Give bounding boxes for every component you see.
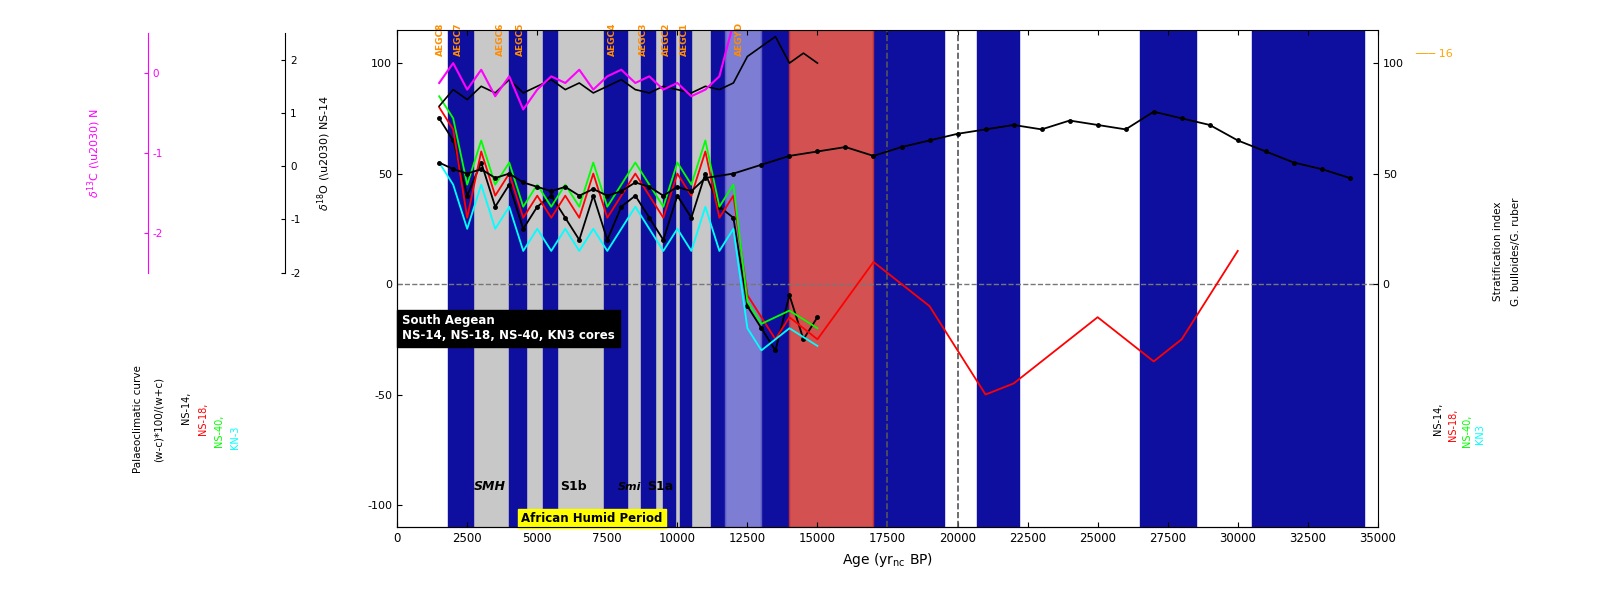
Text: AEGC4: AEGC4 (608, 23, 618, 56)
Text: AEGC1: AEGC1 (679, 23, 689, 56)
Text: Palaeoclimatic curve: Palaeoclimatic curve (133, 365, 143, 473)
Text: AEGYD: AEGYD (734, 22, 744, 56)
Text: $\delta^{13}$C (\u2030) N: $\delta^{13}$C (\u2030) N (86, 108, 102, 198)
Text: S1b: S1b (561, 480, 587, 492)
Bar (640, 30, 655, 527)
Text: AEGC3: AEGC3 (639, 23, 648, 56)
X-axis label: Age (yr$_{\mathregular{nc}}$ BP): Age (yr$_{\mathregular{nc}}$ BP) (841, 550, 934, 568)
Text: ─── 16: ─── 16 (1415, 49, 1452, 59)
Text: S1a: S1a (647, 480, 674, 492)
Bar (663, 30, 674, 527)
Text: G. bulloides/G. ruber: G. bulloides/G. ruber (1511, 197, 1520, 306)
Bar (712, 30, 725, 527)
Text: NS-14,: NS-14, (182, 391, 191, 423)
Text: South Aegean
NS-14, NS-18, NS-40, KN3 cores: South Aegean NS-14, NS-18, NS-40, KN3 co… (402, 314, 614, 342)
Text: (w-c)*100/(w+c): (w-c)*100/(w+c) (154, 377, 164, 462)
Bar (725, 30, 762, 527)
Text: Stratification index: Stratification index (1493, 202, 1503, 301)
Text: AEGC6: AEGC6 (496, 23, 506, 56)
Bar (977, 30, 1020, 527)
Bar (762, 30, 789, 527)
Text: KN-3: KN-3 (230, 425, 240, 449)
Text: Smi: Smi (618, 482, 642, 492)
Bar (543, 30, 558, 527)
Bar (509, 30, 527, 527)
Text: AEGC8: AEGC8 (436, 23, 446, 56)
Text: SMH: SMH (473, 480, 506, 492)
Text: NS-18,: NS-18, (198, 403, 207, 435)
Text: AEGC7: AEGC7 (454, 23, 464, 56)
Bar (605, 30, 627, 527)
Text: NS-40,: NS-40, (214, 415, 224, 447)
Text: AEGC5: AEGC5 (515, 23, 525, 56)
Text: NS-18,: NS-18, (1448, 409, 1457, 441)
Text: NS-14,: NS-14, (1433, 403, 1443, 435)
Text: African Humid Period: African Humid Period (522, 512, 663, 525)
Text: KN3: KN3 (1475, 424, 1485, 444)
Bar (473, 30, 712, 527)
Bar (1251, 30, 1363, 527)
Text: AEGC2: AEGC2 (661, 23, 671, 56)
Bar (789, 30, 874, 527)
Bar (681, 30, 691, 527)
Bar (1140, 30, 1196, 527)
Text: $\delta^{18}$O (\u2030) NS-14: $\delta^{18}$O (\u2030) NS-14 (316, 95, 332, 211)
Bar (447, 30, 473, 527)
Bar (874, 30, 943, 527)
Text: NS-40,: NS-40, (1462, 415, 1472, 447)
